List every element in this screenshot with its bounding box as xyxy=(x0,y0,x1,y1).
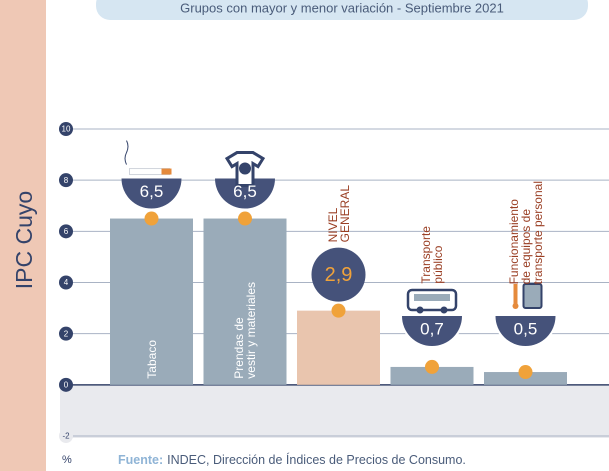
value-dot xyxy=(518,365,533,380)
value-label: 6,5 xyxy=(233,182,257,201)
y-tick-badge xyxy=(59,275,73,290)
value-dot xyxy=(425,359,439,374)
y-tick-badge xyxy=(59,326,73,341)
category-label: Transporte público xyxy=(419,226,445,284)
badge-bottom xyxy=(495,316,556,346)
category-label: Funcionamiento de equipos de transporte … xyxy=(506,181,545,285)
y-tick-label: -2 xyxy=(62,432,70,441)
value-label: 0,5 xyxy=(514,319,538,338)
category-label: NIVEL GENERAL xyxy=(325,184,352,242)
icon xyxy=(440,306,448,314)
badge-bottom xyxy=(121,178,182,209)
y-tick-label: 6 xyxy=(64,227,69,236)
category-label: Tabaco xyxy=(144,339,159,379)
icon xyxy=(161,168,172,175)
icon xyxy=(522,283,543,309)
y-tick-badge xyxy=(59,173,73,188)
y-tick-badge xyxy=(59,377,73,392)
icon xyxy=(513,284,518,304)
y-tick-label: 4 xyxy=(64,278,69,287)
subtitle: Grupos con mayor y menor variación - Sep… xyxy=(180,0,504,15)
source-text: INDEC, Dirección de Índices de Precios d… xyxy=(167,452,466,467)
icon xyxy=(239,162,251,175)
value-label: 6,5 xyxy=(140,182,164,201)
badge-bottom xyxy=(215,178,275,209)
value-dot xyxy=(331,303,346,318)
category-label: Prendas de vestir y materiales xyxy=(232,281,258,379)
bar xyxy=(297,310,380,385)
unit-label: % xyxy=(62,454,72,466)
side-band xyxy=(0,0,46,471)
bar xyxy=(203,218,287,385)
value-label: 2,9 xyxy=(325,264,353,286)
badge xyxy=(311,247,366,302)
source: Fuente: INDEC, Dirección de Índices de Pr… xyxy=(118,452,466,467)
value-dot xyxy=(144,211,159,226)
icon xyxy=(414,294,450,301)
value-label: 0,7 xyxy=(420,319,444,338)
title: IPC Cuyo xyxy=(11,191,37,289)
y-tick-badge xyxy=(59,429,73,443)
y-tick-label: 8 xyxy=(64,176,69,185)
icon xyxy=(512,303,519,309)
negative-zone xyxy=(60,385,609,438)
y-tick-label: 0 xyxy=(64,380,69,389)
bar xyxy=(390,366,474,385)
icon xyxy=(416,306,424,314)
value-dot xyxy=(238,211,252,226)
source-label: Fuente: xyxy=(118,453,163,467)
y-tick-label: 2 xyxy=(64,329,69,338)
y-tick-label: 10 xyxy=(62,125,71,134)
y-tick-badge xyxy=(59,122,73,136)
icon xyxy=(124,140,129,165)
subtitle-pill xyxy=(96,0,588,20)
bar xyxy=(110,218,193,385)
badge-bottom xyxy=(402,316,462,346)
y-tick-badge xyxy=(59,224,73,239)
